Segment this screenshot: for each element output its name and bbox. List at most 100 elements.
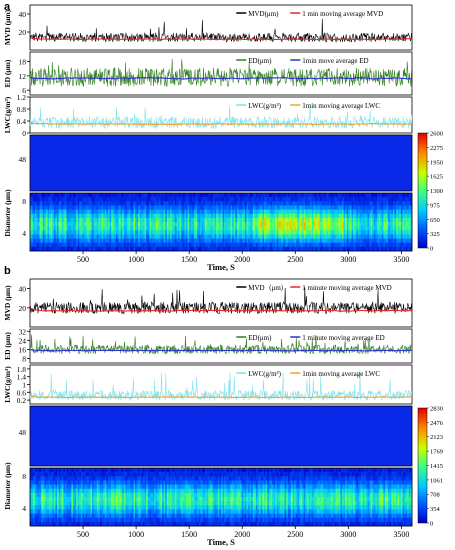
heatmap-lower-tick-7-0: 4 [22,504,26,513]
x-tick-label-7-4: 2500 [287,530,303,539]
y-tick-label-5-2: 24 [19,336,27,345]
x-tick-label-3-0: 500 [77,255,89,264]
series-line-average-0 [29,36,413,41]
series-line-average-5 [29,348,413,352]
colorbar-tick-label-7-4: 1415 [430,463,443,470]
colorbar-tick-label-7-0: 0 [430,521,433,528]
y-tick-label-0-1: 40 [19,10,27,19]
heatmap-cells-3 [30,193,413,252]
y-tick-label-6-2: 1 [22,381,26,390]
heatmap-y-axis-label-7: Diameter (μm) [3,462,12,510]
x-axis-label-3: Time, S [207,262,235,272]
y-axis-label-2: LWC(g/m³) [3,96,12,133]
heatmap-upper-tick-3-0: 48 [19,155,27,164]
panel-label-b: b [4,265,11,277]
x-tick-label-3-3: 2000 [234,255,250,264]
colorbar-tick-label-7-6: 2123 [430,434,443,441]
x-tick-label-3-2: 1500 [181,255,197,264]
y-tick-label-1-1: 12 [19,72,27,81]
legend-entry-raw-2: LWC(g/m³) [248,102,281,110]
legend-entry-raw-1: ED(μm) [248,57,272,65]
y-tick-label-6-0: 0.2 [17,396,27,405]
y-tick-label-4-0: 20 [19,304,27,313]
x-tick-label-3-1: 1000 [128,255,144,264]
colorbar-tick-label-3-5: 1625 [430,174,443,181]
series-line-average-6 [29,395,412,399]
colorbar-tick-label-3-4: 1300 [430,188,443,195]
legend-entry-average-6: 1min moving average LWC [302,370,380,378]
y-tick-label-6-1: 0.6 [17,388,27,397]
series-line-average-2 [30,122,413,126]
series-line-raw-1 [29,58,413,88]
series-line-raw-2 [29,104,413,130]
x-tick-label-7-1: 1000 [128,530,144,539]
x-tick-label-7-6: 3500 [393,530,409,539]
y-tick-label-2-1: 0.4 [17,117,27,126]
y-tick-label-1-0: 6 [22,86,26,95]
heatmap-lower-tick-3-0: 4 [22,229,26,238]
colorbar-tick-label-3-0: 0 [430,246,433,253]
colorbar-tick-label-3-6: 1950 [430,159,443,166]
y-tick-label-0-0: 20 [19,28,27,37]
colorbar-tick-label-3-7: 2275 [430,145,443,152]
legend-entry-raw-4: MVD（μm） [248,284,288,292]
colorbar-3 [417,132,428,249]
heatmap-lower-frame-3 [29,192,413,252]
heatmap-lower-tick-3-1: 8 [22,197,26,206]
series-line-raw-0 [29,18,412,43]
colorbar-tick-label-7-8: 2830 [430,406,443,413]
series-line-average-1 [29,76,413,80]
y-tick-label-5-3: 32 [19,327,27,336]
legend-entry-average-4: 1 minute moving average MVD [302,284,391,292]
legend-entry-raw-0: MVD(μm) [248,10,279,18]
colorbar-tick-label-7-2: 708 [430,492,440,499]
y-tick-label-2-0: 0 [22,129,26,138]
colorbar-7 [417,407,428,524]
colorbar-tick-label-3-3: 975 [430,202,440,209]
legend-entry-raw-5: ED(μm) [248,334,272,342]
y-tick-label-2-3: 1.2 [17,93,27,102]
x-tick-label-7-0: 500 [77,530,89,539]
series-line-average-4 [29,307,412,312]
y-axis-label-4: MVD (μm) [3,285,12,321]
legend-entry-average-1: 1min move average ED [302,57,368,65]
heatmap-cells-7 [30,468,413,527]
x-tick-label-7-3: 2000 [234,530,250,539]
y-axis-label-1: ED (μm) [3,59,12,87]
x-tick-label-7-2: 1500 [181,530,197,539]
colorbar-tick-label-3-2: 650 [430,217,440,224]
panel-label-a: a [4,1,11,13]
x-tick-label-7-5: 3000 [340,530,356,539]
heatmap-lower-tick-7-1: 8 [22,472,26,481]
y-tick-label-6-3: 1.4 [17,373,27,382]
y-tick-label-1-2: 18 [19,58,27,67]
y-tick-label-2-2: 0.8 [17,105,27,114]
colorbar-tick-label-7-3: 1061 [430,477,443,484]
colorbar-tick-label-3-8: 2600 [430,131,443,138]
heatmap-upper-band-3 [29,134,413,192]
x-axis-label-7: Time, S [207,537,235,547]
colorbar-tick-label-3-1: 325 [430,231,440,238]
y-tick-label-4-1: 40 [19,285,27,294]
y-axis-label-0: MVD (μm) [3,9,12,45]
x-tick-label-3-4: 2500 [287,255,303,264]
plot-frame-2 [29,96,413,134]
x-tick-label-3-5: 3000 [340,255,356,264]
x-tick-label-3-6: 3500 [393,255,409,264]
colorbar-tick-label-7-7: 2476 [430,420,444,427]
colorbar-tick-label-7-5: 1769 [430,449,443,456]
colorbar-tick-label-7-1: 354 [430,506,441,513]
y-tick-label-5-0: 8 [22,354,26,363]
legend-entry-average-5: 1 minute moving average ED [302,334,384,342]
series-line-raw-5 [29,334,413,355]
y-axis-label-5: ED (μm) [3,332,12,360]
legend-entry-raw-6: LWC(g/m³) [248,370,281,378]
y-tick-label-5-1: 16 [19,345,27,354]
legend-entry-average-2: 1min moving average LWC [302,102,380,110]
y-axis-label-6: LWC(g/m³) [3,366,12,403]
heatmap-upper-band-7 [29,405,413,467]
heatmap-upper-tick-7-0: 48 [19,428,27,437]
y-tick-label-6-4: 1.8 [17,365,27,374]
legend-entry-average-0: 1 min moving average MVD [302,10,383,18]
